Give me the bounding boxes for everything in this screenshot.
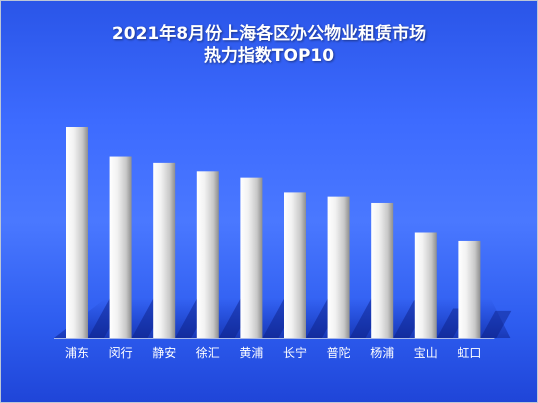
bar-普陀 <box>327 196 350 338</box>
bar-浦东 <box>66 127 88 338</box>
bar-黄浦 <box>240 177 263 338</box>
bar-shadow <box>480 310 512 338</box>
bar-宝山 <box>414 232 437 338</box>
chart-title: 2021年8月份上海各区办公物业租赁市场 热力指数TOP10 <box>1 23 537 67</box>
chart-title-line-1: 2021年8月份上海各区办公物业租赁市场 <box>111 24 427 44</box>
x-tick-label: 徐汇 <box>196 345 220 360</box>
x-tick-label: 虹口 <box>457 346 481 360</box>
bar-虹口 <box>458 240 481 338</box>
x-tick-label: 静安 <box>152 345 176 360</box>
category-labels: 浦东 闵行 静安 徐汇 黄浦 长宁 普陀 杨浦 宝山 虹口 <box>65 345 481 360</box>
x-tick-label: 闵行 <box>109 345 133 360</box>
x-tick-label: 普陀 <box>327 345 351 360</box>
x-tick-label: 浦东 <box>65 346 89 360</box>
x-tick-label: 长宁 <box>283 345 307 360</box>
chart-title-line-2: 热力指数TOP10 <box>203 46 335 66</box>
bars <box>66 127 481 338</box>
bar-闵行 <box>109 156 132 338</box>
x-tick-label: 宝山 <box>414 346 438 360</box>
bar-徐汇 <box>196 171 219 338</box>
bar-杨浦 <box>371 202 394 338</box>
x-tick-label: 黄浦 <box>239 346 263 360</box>
bar-长宁 <box>284 192 306 338</box>
bar-静安 <box>153 162 176 338</box>
x-tick-label: 杨浦 <box>370 345 394 360</box>
